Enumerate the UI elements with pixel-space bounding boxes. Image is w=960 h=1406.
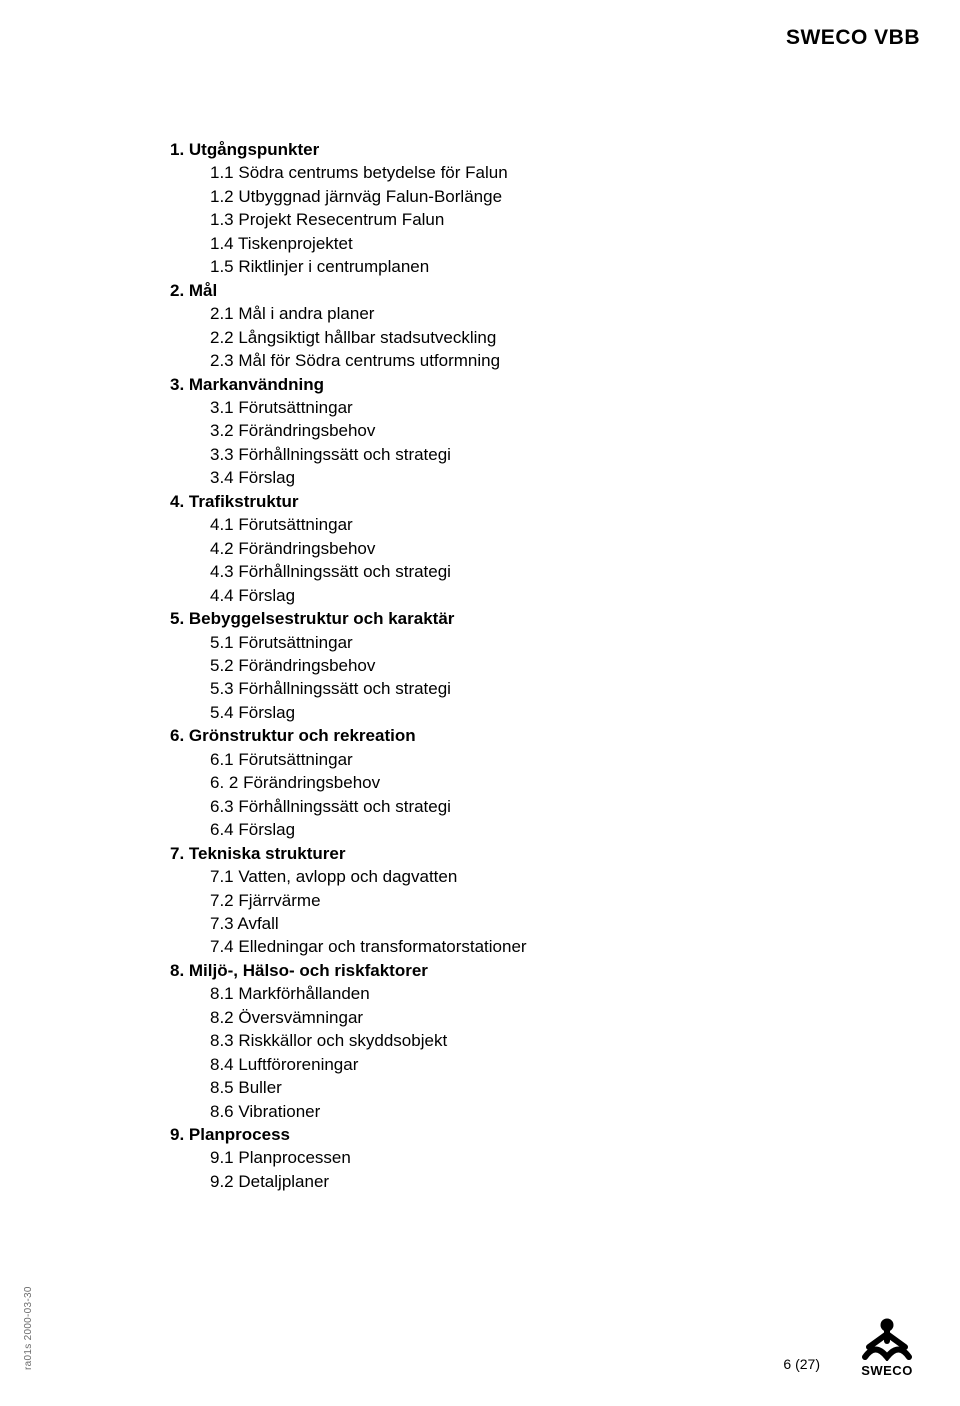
toc-sub-item: 7.3 Avfall	[170, 912, 810, 935]
page: SWECO VBB 1. Utgångspunkter1.1 Södra cen…	[0, 0, 960, 1406]
side-rotated-text: ra01s 2000-03-30	[23, 1286, 34, 1370]
toc-sub-item: 4.3 Förhållningssätt och strategi	[170, 560, 810, 583]
toc-sub-item: 6.3 Förhållningssätt och strategi	[170, 795, 810, 818]
header-brand: SWECO VBB	[786, 26, 920, 50]
toc-sub-item: 2.3 Mål för Södra centrums utformning	[170, 349, 810, 372]
toc-sub-item: 8.2 Översvämningar	[170, 1006, 810, 1029]
toc-sub-item: 6. 2 Förändringsbehov	[170, 771, 810, 794]
toc-sub-item: 2.2 Långsiktigt hållbar stadsutveckling	[170, 326, 810, 349]
toc-sub-item: 1.2 Utbyggnad järnväg Falun-Borlänge	[170, 185, 810, 208]
toc-sub-item: 8.3 Riskkällor och skyddsobjekt	[170, 1029, 810, 1052]
toc-sub-item: 7.2 Fjärrvärme	[170, 889, 810, 912]
toc-sub-item: 8.5 Buller	[170, 1076, 810, 1099]
toc-sub-item: 6.1 Förutsättningar	[170, 748, 810, 771]
toc-sub-item: 3.4 Förslag	[170, 466, 810, 489]
toc-heading: 7. Tekniska strukturer	[170, 842, 810, 865]
toc-sub-item: 4.2 Förändringsbehov	[170, 537, 810, 560]
toc-sub-item: 8.1 Markförhållanden	[170, 982, 810, 1005]
toc-sub-item: 1.5 Riktlinjer i centrumplanen	[170, 255, 810, 278]
toc-sub-item: 1.4 Tiskenprojektet	[170, 232, 810, 255]
toc-heading: 1. Utgångspunkter	[170, 138, 810, 161]
toc-sub-item: 1.1 Södra centrums betydelse för Falun	[170, 161, 810, 184]
footer-logo: SWECO	[850, 1317, 924, 1378]
toc-sub-item: 7.1 Vatten, avlopp och dagvatten	[170, 865, 810, 888]
toc-sub-item: 5.2 Förändringsbehov	[170, 654, 810, 677]
toc-heading: 3. Markanvändning	[170, 373, 810, 396]
toc-heading: 2. Mål	[170, 279, 810, 302]
toc-sub-item: 2.1 Mål i andra planer	[170, 302, 810, 325]
toc-sub-item: 4.1 Förutsättningar	[170, 513, 810, 536]
toc-sub-item: 4.4 Förslag	[170, 584, 810, 607]
sweco-logo-icon	[859, 1317, 915, 1361]
toc-heading: 9. Planprocess	[170, 1123, 810, 1146]
toc-heading: 8. Miljö-, Hälso- och riskfaktorer	[170, 959, 810, 982]
toc-sub-item: 8.4 Luftföroreningar	[170, 1053, 810, 1076]
toc-sub-item: 3.1 Förutsättningar	[170, 396, 810, 419]
toc-heading: 5. Bebyggelsestruktur och karaktär	[170, 607, 810, 630]
toc-sub-item: 5.1 Förutsättningar	[170, 631, 810, 654]
footer-brand-text: SWECO	[850, 1363, 924, 1378]
toc-sub-item: 8.6 Vibrationer	[170, 1100, 810, 1123]
toc-sub-item: 5.4 Förslag	[170, 701, 810, 724]
toc-sub-item: 6.4 Förslag	[170, 818, 810, 841]
toc-sub-item: 3.2 Förändringsbehov	[170, 419, 810, 442]
toc-sub-item: 7.4 Elledningar och transformatorstation…	[170, 935, 810, 958]
toc-heading: 4. Trafikstruktur	[170, 490, 810, 513]
page-number: 6 (27)	[783, 1356, 820, 1372]
toc-sub-item: 1.3 Projekt Resecentrum Falun	[170, 208, 810, 231]
toc-sub-item: 9.1 Planprocessen	[170, 1146, 810, 1169]
toc-heading: 6. Grönstruktur och rekreation	[170, 724, 810, 747]
toc-sub-item: 3.3 Förhållningssätt och strategi	[170, 443, 810, 466]
toc-sub-item: 5.3 Förhållningssätt och strategi	[170, 677, 810, 700]
toc-sub-item: 9.2 Detaljplaner	[170, 1170, 810, 1193]
table-of-contents: 1. Utgångspunkter1.1 Södra centrums bety…	[170, 138, 810, 1193]
